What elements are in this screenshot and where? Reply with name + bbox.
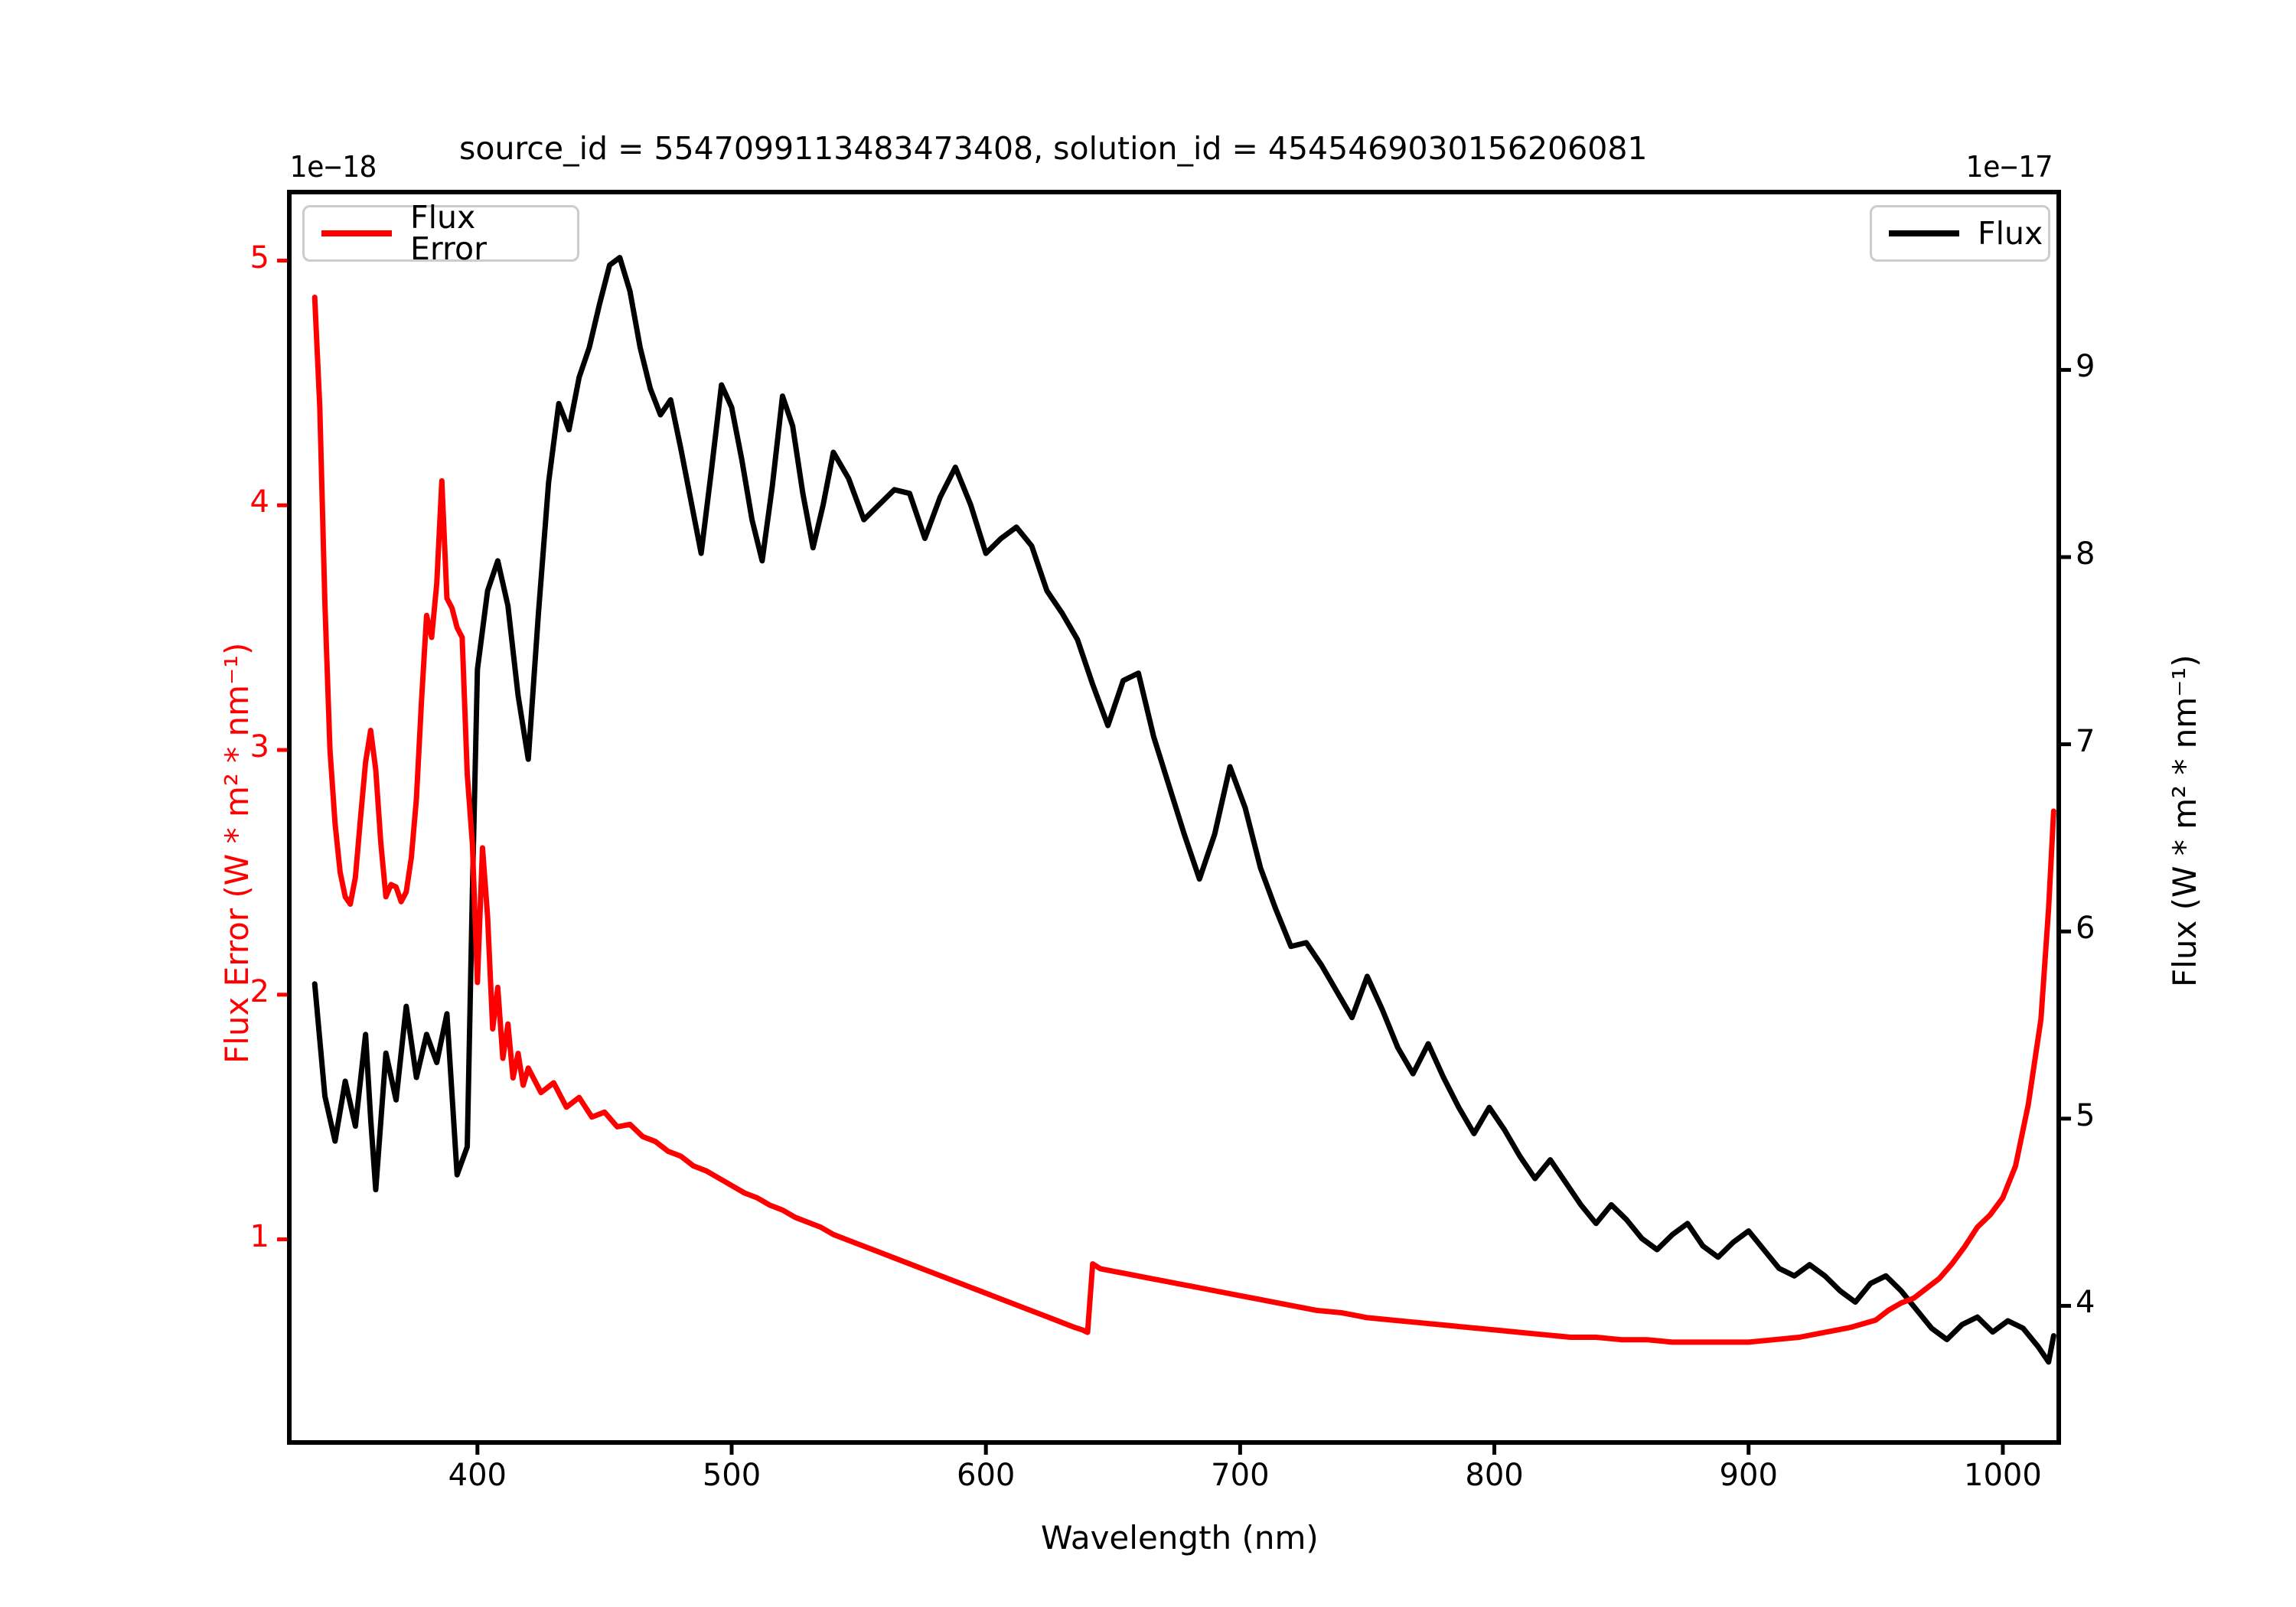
legend-flux[interactable]: Flux <box>1870 205 2050 262</box>
right-y-tick-label: 8 <box>2076 536 2095 572</box>
tick-marks <box>277 259 2071 1455</box>
right-y-tick-label: 6 <box>2076 911 2095 947</box>
right-y-tick-label: 5 <box>2076 1097 2095 1133</box>
x-tick-label: 500 <box>702 1458 762 1493</box>
right-y-axis-label: Flux (W * m² * nm⁻¹) <box>2166 654 2203 987</box>
axes-frame <box>287 190 2061 1445</box>
x-tick-label: 700 <box>1211 1458 1270 1493</box>
left-y-tick-label: 5 <box>249 240 269 275</box>
x-axis-label: Wavelength (nm) <box>1041 1519 1319 1556</box>
x-tick-label: 400 <box>448 1458 507 1493</box>
legend-line-swatch-flux <box>1889 230 1959 236</box>
legend-line-swatch-flux-error <box>321 230 392 236</box>
x-tick-label: 1000 <box>1964 1458 2042 1493</box>
series-line-flux <box>311 255 2056 1365</box>
legend-label-flux-error: Flux Error <box>410 199 487 267</box>
legend-flux-error[interactable]: Flux Error <box>302 199 579 267</box>
left-y-tick-label: 4 <box>249 484 269 520</box>
right-axis-offset-text: 1e−17 <box>1965 150 2053 184</box>
series-line-flux-error <box>311 295 2056 1345</box>
left-y-tick-label: 3 <box>249 729 269 765</box>
right-y-tick-label: 9 <box>2076 349 2095 385</box>
x-tick-label: 800 <box>1465 1458 1524 1493</box>
legend-label-flux: Flux <box>1978 214 2043 252</box>
right-y-tick-label: 4 <box>2076 1285 2095 1321</box>
left-y-tick-label: 2 <box>249 973 269 1009</box>
chart-title: source_id = 5547099113483473408, solutio… <box>459 130 1648 167</box>
left-y-axis-label: Flux Error (W * m² * nm⁻¹) <box>218 642 256 1064</box>
right-y-tick-label: 7 <box>2076 723 2095 759</box>
x-tick-label: 900 <box>1719 1458 1778 1493</box>
left-axis-offset-text: 1e−18 <box>289 150 377 184</box>
x-tick-label: 600 <box>956 1458 1016 1493</box>
left-y-tick-label: 1 <box>249 1218 269 1254</box>
